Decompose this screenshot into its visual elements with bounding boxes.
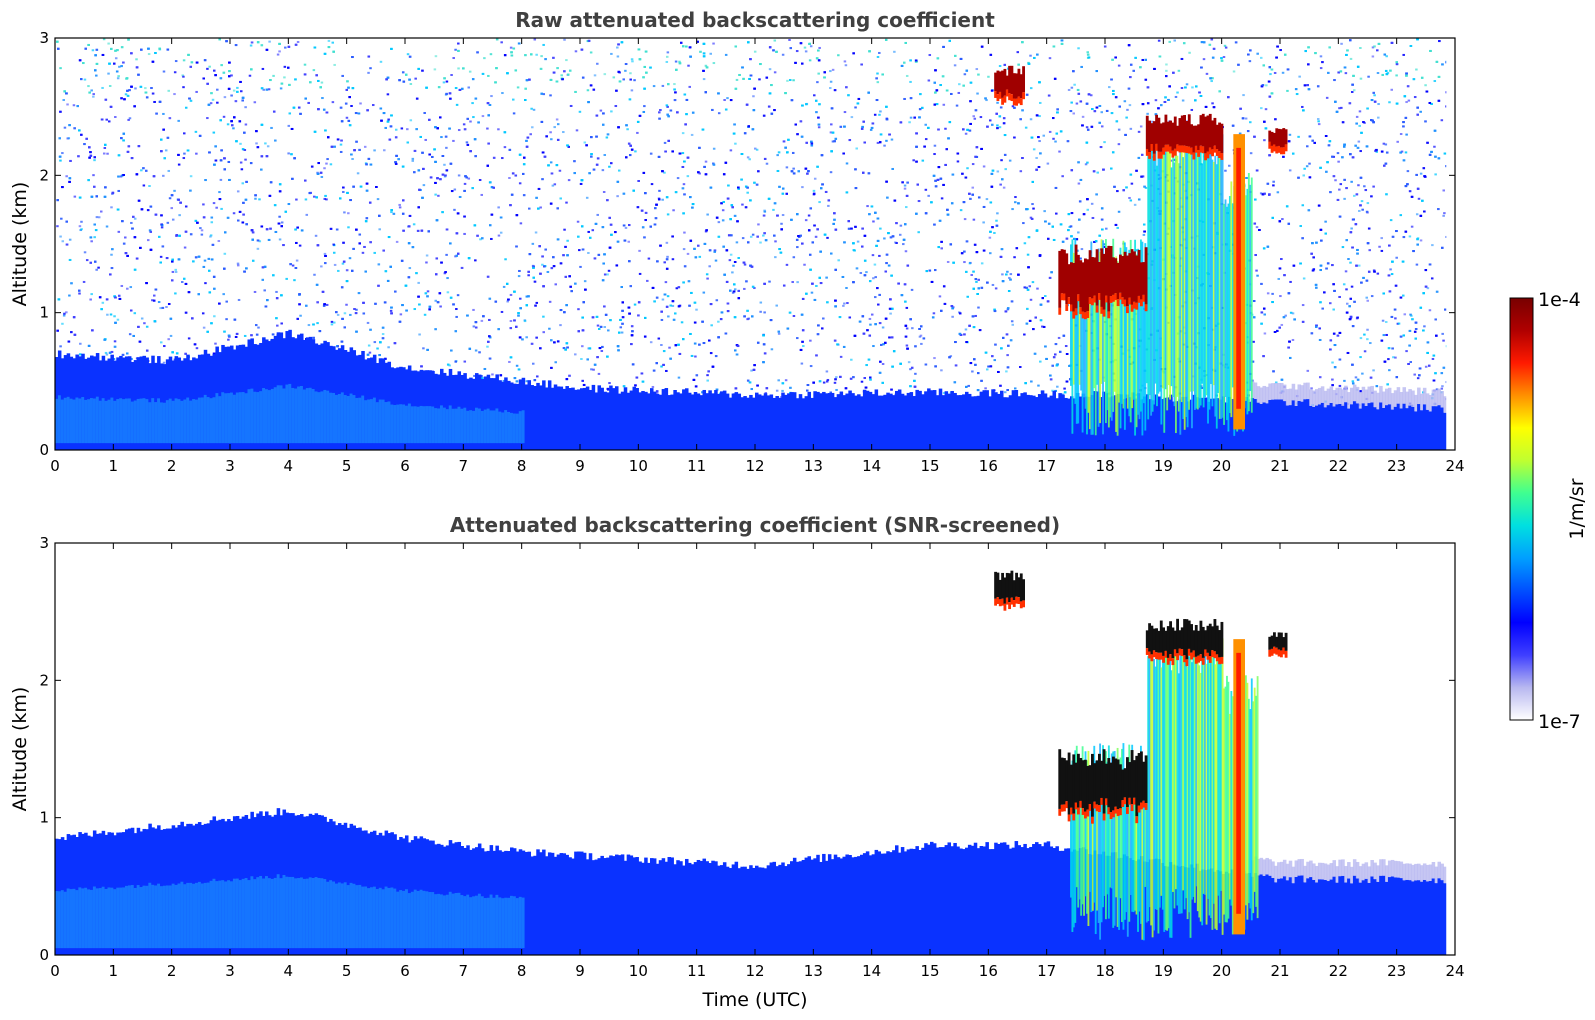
panel-screened-ylabel: Altitude (km) bbox=[9, 687, 31, 812]
panel-raw-x-ticks: 0 1 2 3 4 5 6 7 8 9 10 11 12 13 14 15 16 17 18 19 20 21 22 23 24 bbox=[50, 38, 1465, 475]
x-tick-label: 4 bbox=[284, 457, 294, 475]
x-tick-label: 11 bbox=[687, 457, 706, 475]
x-tick-label: 18 bbox=[1095, 457, 1114, 475]
panel-screened-y-ticks: 0 1 2 3 bbox=[39, 534, 1455, 964]
x-tick-label: 12 bbox=[745, 962, 764, 980]
y-tick-label: 3 bbox=[39, 534, 49, 552]
colorbar-max-label: 1e-4 bbox=[1538, 289, 1581, 311]
x-tick-label: 1 bbox=[109, 457, 119, 475]
panel-raw-y-ticks: 0 1 2 3 bbox=[39, 29, 1455, 459]
x-tick-label: 22 bbox=[1329, 962, 1348, 980]
x-tick-label: 24 bbox=[1445, 457, 1464, 475]
panel-screened-title: Attenuated backscattering coefficient (S… bbox=[450, 513, 1060, 537]
colorbar-bar bbox=[1509, 297, 1534, 721]
layer-precipitation bbox=[1070, 633, 1259, 941]
x-tick-label: 2 bbox=[167, 962, 177, 980]
x-tick-label: 18 bbox=[1095, 962, 1114, 980]
x-tick-label: 24 bbox=[1445, 962, 1464, 980]
x-tick-label: 8 bbox=[517, 457, 527, 475]
layer-cloud bbox=[1268, 632, 1288, 658]
x-tick-label: 14 bbox=[862, 962, 881, 980]
x-tick-label: 21 bbox=[1270, 962, 1289, 980]
x-tick-label: 1 bbox=[109, 962, 119, 980]
x-tick-label: 7 bbox=[459, 962, 469, 980]
y-tick-label: 1 bbox=[39, 304, 49, 322]
layer-cloud bbox=[994, 570, 1025, 611]
x-tick-label: 5 bbox=[342, 457, 352, 475]
x-tick-label: 11 bbox=[687, 962, 706, 980]
x-tick-label: 13 bbox=[804, 457, 823, 475]
x-tick-label: 12 bbox=[745, 457, 764, 475]
x-tick-label: 19 bbox=[1154, 962, 1173, 980]
colorbar-min-label: 1e-7 bbox=[1538, 711, 1581, 733]
x-tick-label: 22 bbox=[1329, 457, 1348, 475]
layer-cloud bbox=[994, 65, 1025, 106]
panel-raw-ylabel: Altitude (km) bbox=[9, 182, 31, 307]
x-tick-label: 13 bbox=[804, 962, 823, 980]
x-tick-label: 20 bbox=[1212, 962, 1231, 980]
x-tick-label: 3 bbox=[225, 457, 235, 475]
x-tick-label: 7 bbox=[459, 457, 469, 475]
no-data-region bbox=[1446, 38, 1455, 450]
no-data-region bbox=[1446, 543, 1455, 955]
panel-raw: Raw attenuated backscattering coefficien… bbox=[9, 8, 1465, 475]
layer-cloud bbox=[1268, 128, 1288, 155]
x-tick-label: 10 bbox=[629, 457, 648, 475]
x-tick-label: 0 bbox=[50, 457, 60, 475]
x-tick-label: 15 bbox=[920, 962, 939, 980]
x-tick-label: 21 bbox=[1270, 457, 1289, 475]
x-tick-label: 9 bbox=[575, 457, 585, 475]
x-tick-label: 5 bbox=[342, 962, 352, 980]
x-tick-label: 9 bbox=[575, 962, 585, 980]
x-tick-label: 2 bbox=[167, 457, 177, 475]
x-tick-label: 17 bbox=[1037, 457, 1056, 475]
x-tick-label: 0 bbox=[50, 962, 60, 980]
colorbar-unit-label: 1/m/sr bbox=[1566, 478, 1588, 539]
x-tick-label: 19 bbox=[1154, 457, 1173, 475]
layer-boundary bbox=[55, 329, 1447, 450]
x-tick-label: 16 bbox=[979, 962, 998, 980]
y-tick-label: 1 bbox=[39, 809, 49, 827]
x-tick-label: 4 bbox=[284, 962, 294, 980]
x-tick-label: 23 bbox=[1387, 962, 1406, 980]
layer-cloud bbox=[1058, 749, 1148, 824]
x-tick-label: 20 bbox=[1212, 457, 1231, 475]
y-tick-label: 3 bbox=[39, 29, 49, 47]
x-tick-label: 15 bbox=[920, 457, 939, 475]
layer-cloud bbox=[1058, 244, 1148, 320]
y-tick-label: 2 bbox=[39, 671, 49, 689]
y-tick-label: 0 bbox=[39, 946, 49, 964]
panel-raw-title: Raw attenuated backscattering coefficien… bbox=[515, 8, 995, 32]
x-tick-label: 16 bbox=[979, 457, 998, 475]
colorbar: 1e-4 1e-7 1/m/sr bbox=[1509, 289, 1588, 733]
x-tick-label: 8 bbox=[517, 962, 527, 980]
layer-cloud bbox=[1145, 618, 1224, 667]
x-tick-label: 17 bbox=[1037, 962, 1056, 980]
x-tick-label: 14 bbox=[862, 457, 881, 475]
layer-precipitation bbox=[1070, 127, 1253, 436]
x-tick-label: 3 bbox=[225, 962, 235, 980]
x-tick-label: 10 bbox=[629, 962, 648, 980]
panel-screened: Attenuated backscattering coefficient (S… bbox=[9, 513, 1465, 1011]
panel-screened-heatmap bbox=[55, 543, 1455, 955]
x-tick-label: 23 bbox=[1387, 457, 1406, 475]
x-tick-label: 6 bbox=[400, 457, 410, 475]
x-tick-label: 6 bbox=[400, 962, 410, 980]
panel-screened-x-ticks: 0 1 2 3 4 5 6 7 8 9 10 11 12 13 14 15 16 17 18 19 20 21 22 23 24 bbox=[50, 543, 1465, 980]
layer-cloud bbox=[1145, 113, 1224, 161]
panel-screened-xlabel: Time (UTC) bbox=[701, 989, 807, 1011]
panel-raw-heatmap bbox=[55, 38, 1455, 450]
y-tick-label: 2 bbox=[39, 166, 49, 184]
y-tick-label: 0 bbox=[39, 441, 49, 459]
